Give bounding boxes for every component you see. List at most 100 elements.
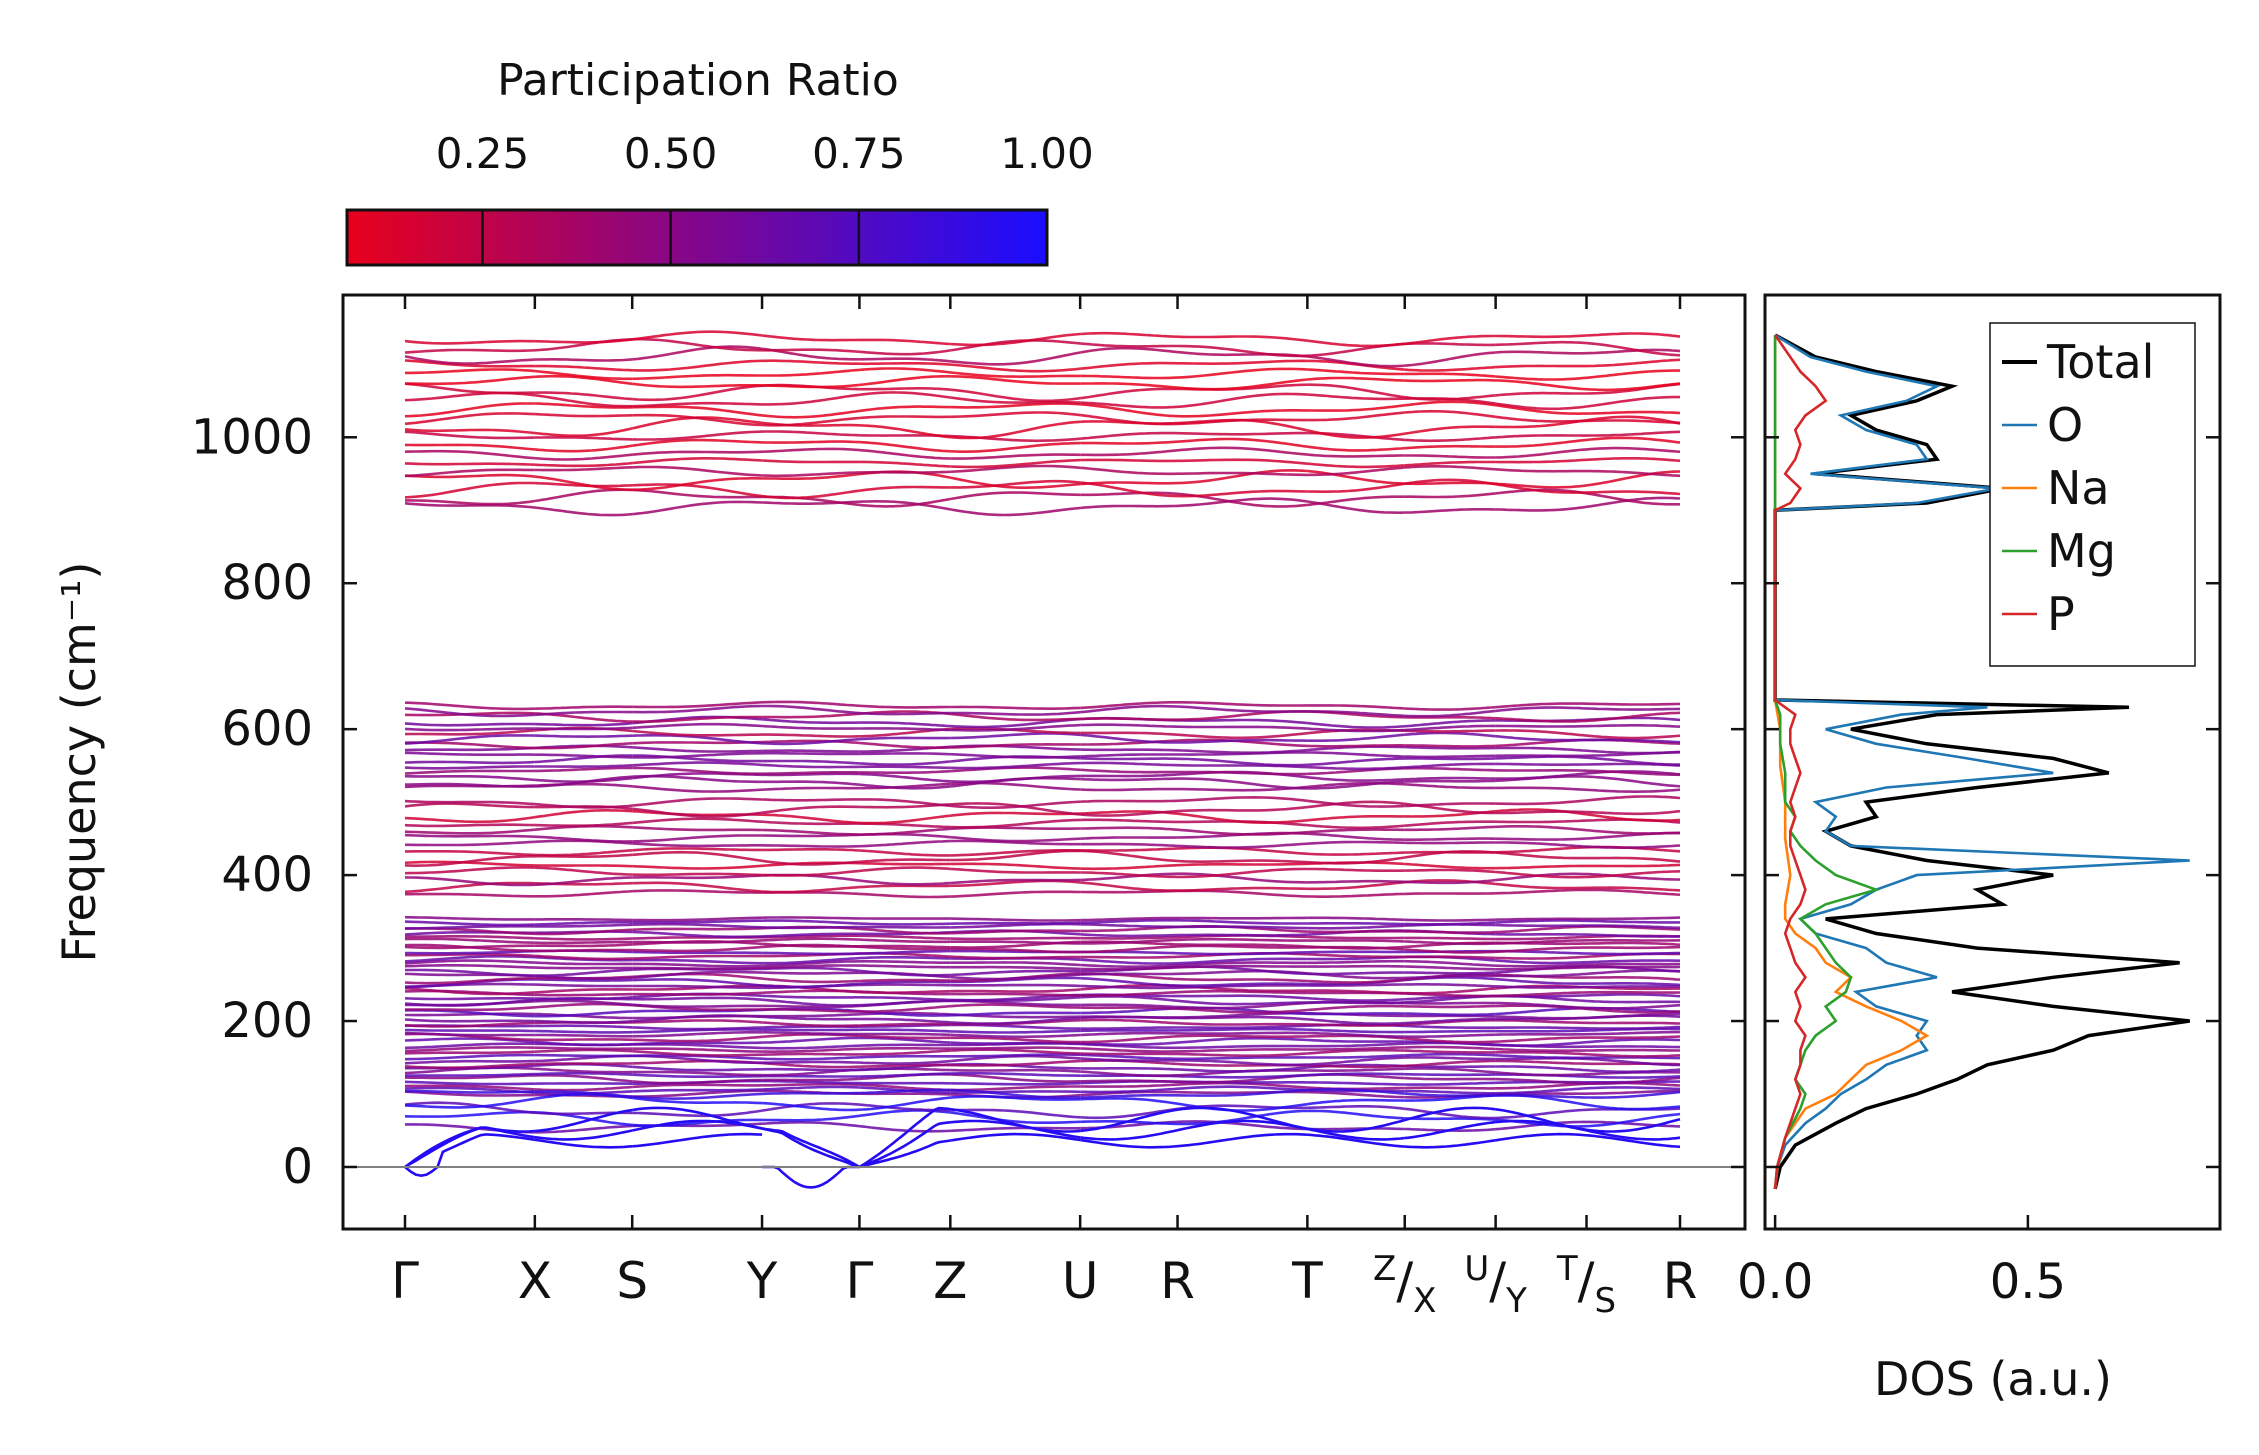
- phonon-band: [1177, 1056, 1308, 1061]
- phonon-band: [859, 1017, 951, 1024]
- phonon-band: [762, 718, 860, 725]
- phonon-band: [762, 820, 860, 826]
- phonon-band: [404, 402, 535, 418]
- phonon-band: [1586, 1045, 1680, 1049]
- phonon-band: [1307, 721, 1405, 729]
- phonon-band: [859, 1032, 951, 1037]
- acoustic-band: [1495, 1132, 1587, 1142]
- phonon-band: [859, 357, 951, 363]
- phonon-band: [1586, 870, 1681, 879]
- phonon-band: [1495, 402, 1587, 411]
- phonon-band: [1177, 1036, 1308, 1044]
- phonon-band: [1404, 372, 1496, 378]
- phonon-band: [632, 834, 763, 843]
- phonon-band: [1586, 1007, 1681, 1014]
- phonon-band: [1307, 800, 1405, 809]
- phonon-band: [404, 1018, 535, 1023]
- phonon-band: [1404, 955, 1496, 960]
- phonon-band: [1177, 961, 1308, 967]
- phonon-band: [950, 1041, 1081, 1045]
- phonon-band: [950, 1108, 1081, 1119]
- phonon-band: [1495, 955, 1587, 960]
- phonon-band: [1586, 470, 1681, 487]
- phonon-band: [859, 839, 951, 848]
- dos-panel: 0.0 0.5 DOS (a.u.) Total O Na Mg P: [1737, 293, 2222, 1406]
- phonon-band: [1177, 886, 1308, 892]
- phonon-band: [1080, 955, 1178, 959]
- phonon-band: [1080, 935, 1178, 940]
- phonon-band: [762, 471, 860, 478]
- phonon-band: [632, 701, 763, 709]
- phonon-band: [950, 476, 1081, 489]
- phonon-band: [1307, 945, 1405, 950]
- phonon-band: [632, 978, 763, 987]
- phonon-band: [405, 1089, 535, 1094]
- phonon-band: [1080, 387, 1178, 400]
- phonon-band: [1080, 863, 1178, 871]
- phonon-band: [632, 752, 763, 759]
- phonon-band: [1404, 1076, 1496, 1081]
- phonon-band: [1404, 892, 1496, 896]
- phonon-band: [1404, 724, 1496, 732]
- phonon-band: [1404, 1072, 1496, 1077]
- phonon-band: [1307, 1001, 1405, 1005]
- phonon-band: [859, 927, 951, 935]
- phonon-band: [632, 1026, 763, 1031]
- phonon-band: [762, 1114, 860, 1122]
- phonon-band: [1307, 744, 1405, 748]
- phonon-band: [762, 704, 860, 715]
- phonon-band: [1404, 974, 1496, 980]
- phonon-band: [859, 938, 951, 944]
- phonon-band: [1404, 1081, 1496, 1086]
- phonon-band: [1177, 1021, 1308, 1026]
- phonon-band: [404, 920, 535, 927]
- phonon-band: [762, 869, 860, 877]
- phonon-band: [1307, 856, 1405, 865]
- phonon-band: [1307, 1004, 1405, 1012]
- phonon-band: [1495, 364, 1587, 369]
- phonon-band: [1495, 917, 1587, 921]
- phonon-band: [950, 1071, 1081, 1077]
- phonon-band: [1404, 1056, 1496, 1061]
- phonon-band: [1495, 1036, 1587, 1043]
- phonon-band: [534, 876, 633, 887]
- phonon-band: [534, 966, 633, 970]
- phonon-band: [534, 488, 633, 503]
- phonon-band: [632, 715, 763, 724]
- phonon-band: [632, 889, 763, 894]
- phonon-band: [1404, 918, 1496, 922]
- k-point-label: Γ: [391, 1252, 419, 1310]
- phonon-band: [1404, 1045, 1496, 1051]
- phonon-band: [632, 1088, 763, 1093]
- phonon-band: [1495, 1082, 1587, 1090]
- phonon-band: [1307, 404, 1405, 412]
- phonon-band: [1080, 768, 1178, 774]
- phonon-band: [1080, 842, 1178, 848]
- y-tick-label: 800: [221, 555, 313, 611]
- phonon-band: [1495, 825, 1587, 832]
- phonon-band: [404, 866, 535, 875]
- phonon-band: [1307, 924, 1405, 930]
- phonon-band: [1177, 378, 1308, 391]
- phonon-band: [632, 746, 763, 753]
- phonon-band: [1586, 1112, 1681, 1128]
- phonon-band: [1307, 1105, 1405, 1111]
- phonon-band: [1177, 957, 1308, 965]
- phonon-band: [1307, 1098, 1405, 1106]
- phonon-band: [1495, 851, 1587, 860]
- phonon-band: [1495, 1032, 1587, 1036]
- phonon-band: [1495, 939, 1587, 945]
- phonon-band: [534, 721, 633, 727]
- phonon-band: [950, 332, 1081, 347]
- phonon-band: [859, 721, 951, 728]
- phonon-band: [1586, 993, 1681, 998]
- phonon-band: [859, 879, 951, 886]
- phonon-band: [1177, 842, 1308, 849]
- phonon-band: [404, 987, 535, 996]
- phonon-band: [534, 918, 633, 922]
- phonon-band: [1177, 1085, 1308, 1092]
- phonon-band: [762, 1085, 860, 1091]
- phonon-band: [950, 712, 1081, 722]
- phonon-band: [762, 1067, 860, 1072]
- phonon-band: [950, 705, 1081, 710]
